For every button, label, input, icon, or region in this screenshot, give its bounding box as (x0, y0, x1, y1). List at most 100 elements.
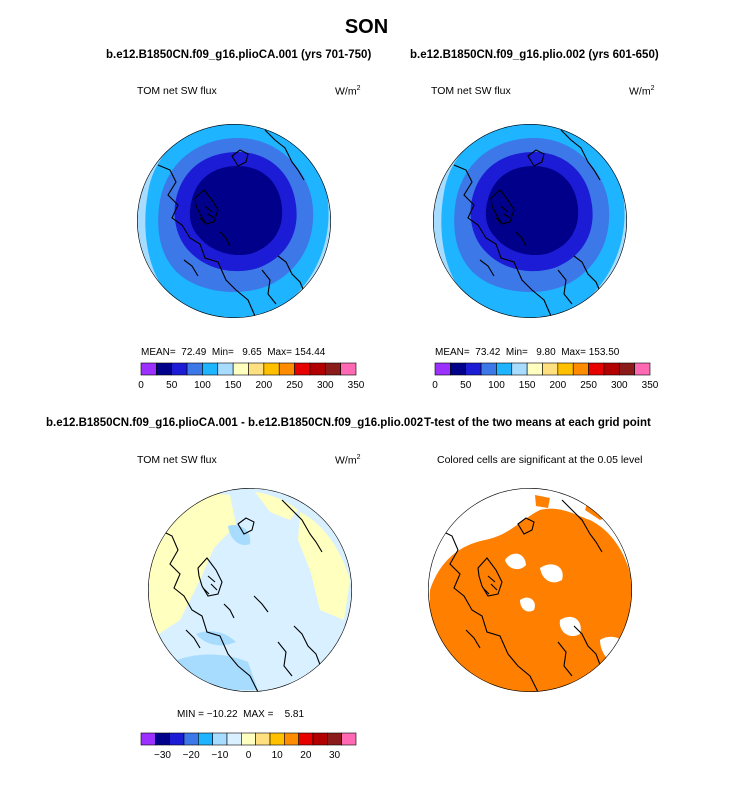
band-pos0-west (148, 493, 236, 640)
colorbar-swatch (465, 362, 482, 376)
colorbar-swatch (480, 362, 497, 376)
coastlines (157, 129, 307, 317)
colorbar-tick-label: 30 (329, 750, 341, 761)
colorbar-swatch (186, 362, 203, 376)
colorbar-tick-label: 200 (550, 380, 567, 391)
band-neg5-b (196, 631, 236, 646)
colorbar-swatch (140, 732, 156, 746)
panel-3-field: TOM net SW flux (137, 454, 217, 466)
colorbar-swatch (496, 362, 513, 376)
colorbar-swatch (309, 362, 326, 376)
colorbar-tick-label: 350 (642, 380, 659, 391)
colorbar-swatch (634, 362, 651, 376)
nonsig-hole-2 (540, 564, 563, 583)
colorbar-swatch (434, 362, 451, 376)
panel-1-field: TOM net SW flux (137, 85, 217, 97)
colorbar-swatch (198, 732, 213, 746)
colorbar-swatch (557, 362, 574, 376)
panel-1-stats: MEAN= 72.49 Min= 9.65 Max= 154.44 (141, 347, 326, 358)
colorbar-1: 0 50 100 150 200 250 300 350 (138, 362, 365, 391)
colorbar-tick-label: 250 (286, 380, 303, 391)
panel-3-map (148, 488, 352, 692)
colorbar-tick-label: 100 (488, 380, 505, 391)
band-neg5-c (228, 524, 251, 546)
colorbar-swatch (618, 362, 635, 376)
panel-1-map (137, 124, 331, 318)
panel-3-stats: MIN = −10.22 MAX = 5.81 (177, 709, 305, 720)
colorbar-swatch (169, 732, 185, 746)
sig-region-n (535, 495, 550, 508)
colorbar-tick-label: 250 (580, 380, 597, 391)
colorbar-tick-label: 20 (300, 750, 312, 761)
colorbar-tick-label: 300 (611, 380, 628, 391)
colorbar-tick-label: 150 (519, 380, 536, 391)
panel-2-map (433, 124, 627, 318)
colorbar-swatch (542, 362, 559, 376)
colorbar-swatch (155, 732, 170, 746)
panel-2-title: b.e12.B1850CN.f09_g16.plio.002 (yrs 601-… (410, 49, 659, 61)
panel-3-title: b.e12.B1850CN.f09_g16.plioCA.001 - b.e12… (46, 417, 424, 429)
colorbar-tick-label: −20 (183, 750, 200, 761)
colorbar-swatch (241, 732, 256, 746)
panel-4-map (428, 488, 632, 692)
colorbar-2: 0 50 100 150 200 250 300 350 (432, 362, 659, 391)
colorbar-swatch (341, 732, 357, 746)
colorbar-tick-label: 100 (194, 380, 211, 391)
colorbar-swatch (572, 362, 589, 376)
band-50 (189, 166, 283, 256)
colorbar-swatch (269, 732, 285, 746)
colorbar-swatch (248, 362, 265, 376)
colorbar-swatch (298, 732, 314, 746)
colorbar-tick-label: 0 (138, 380, 144, 391)
panel-3-units: W/m2 (335, 454, 361, 467)
coastlines (453, 129, 603, 317)
colorbar-swatch (217, 362, 234, 376)
colorbar-tick-label: 50 (460, 380, 472, 391)
colorbar-3: −30 −20 −10 0 10 20 30 (140, 732, 357, 761)
colorbar-swatch (324, 362, 341, 376)
panel-4-title: T-test of the two means at each grid poi… (423, 417, 651, 429)
colorbar-swatch (212, 732, 228, 746)
colorbar-swatch (171, 362, 188, 376)
colorbar-swatch (284, 732, 299, 746)
band-50 (485, 166, 579, 256)
colorbar-tick-label: 200 (256, 380, 273, 391)
colorbar-swatch (294, 362, 311, 376)
colorbar-tick-label: 0 (432, 380, 438, 391)
colorbar-tick-label: 10 (272, 750, 284, 761)
panel-1-title: b.e12.B1850CN.f09_g16.plioCA.001 (yrs 70… (106, 49, 372, 61)
colorbar-tick-label: 350 (348, 380, 365, 391)
panel-2-units: W/m2 (629, 85, 655, 98)
colorbar-swatch (226, 732, 242, 746)
panel-2-stats: MEAN= 73.42 Min= 9.80 Max= 153.50 (435, 347, 620, 358)
colorbar-swatch (140, 362, 157, 376)
colorbar-swatch (232, 362, 249, 376)
nonsig-hole-4 (600, 636, 632, 670)
colorbar-swatch (255, 732, 271, 746)
panel-1-units: W/m2 (335, 85, 361, 98)
colorbar-tick-label: −30 (154, 750, 171, 761)
panel-2-field: TOM net SW flux (431, 85, 511, 97)
nonsig-hole-3 (559, 616, 581, 637)
band-pos0-north (255, 492, 298, 520)
colorbar-swatch (327, 732, 342, 746)
colorbar-swatch (450, 362, 467, 376)
nonsig-hole-5 (520, 597, 535, 612)
colorbar-swatch (511, 362, 528, 376)
panel-4-subtitle: Colored cells are significant at the 0.0… (437, 454, 643, 466)
colorbar-tick-label: −10 (211, 750, 228, 761)
colorbar-swatch (312, 732, 328, 746)
colorbar-swatch (603, 362, 620, 376)
colorbar-swatch (526, 362, 543, 376)
colorbar-swatch (263, 362, 280, 376)
colorbar-tick-label: 50 (166, 380, 178, 391)
colorbar-swatch (278, 362, 295, 376)
colorbar-swatch (183, 732, 199, 746)
colorbar-swatch (202, 362, 219, 376)
page-title: SON (344, 16, 389, 38)
colorbar-swatch (340, 362, 357, 376)
coastlines (159, 499, 323, 692)
band-pos0-east (298, 512, 350, 620)
colorbar-swatch (156, 362, 173, 376)
